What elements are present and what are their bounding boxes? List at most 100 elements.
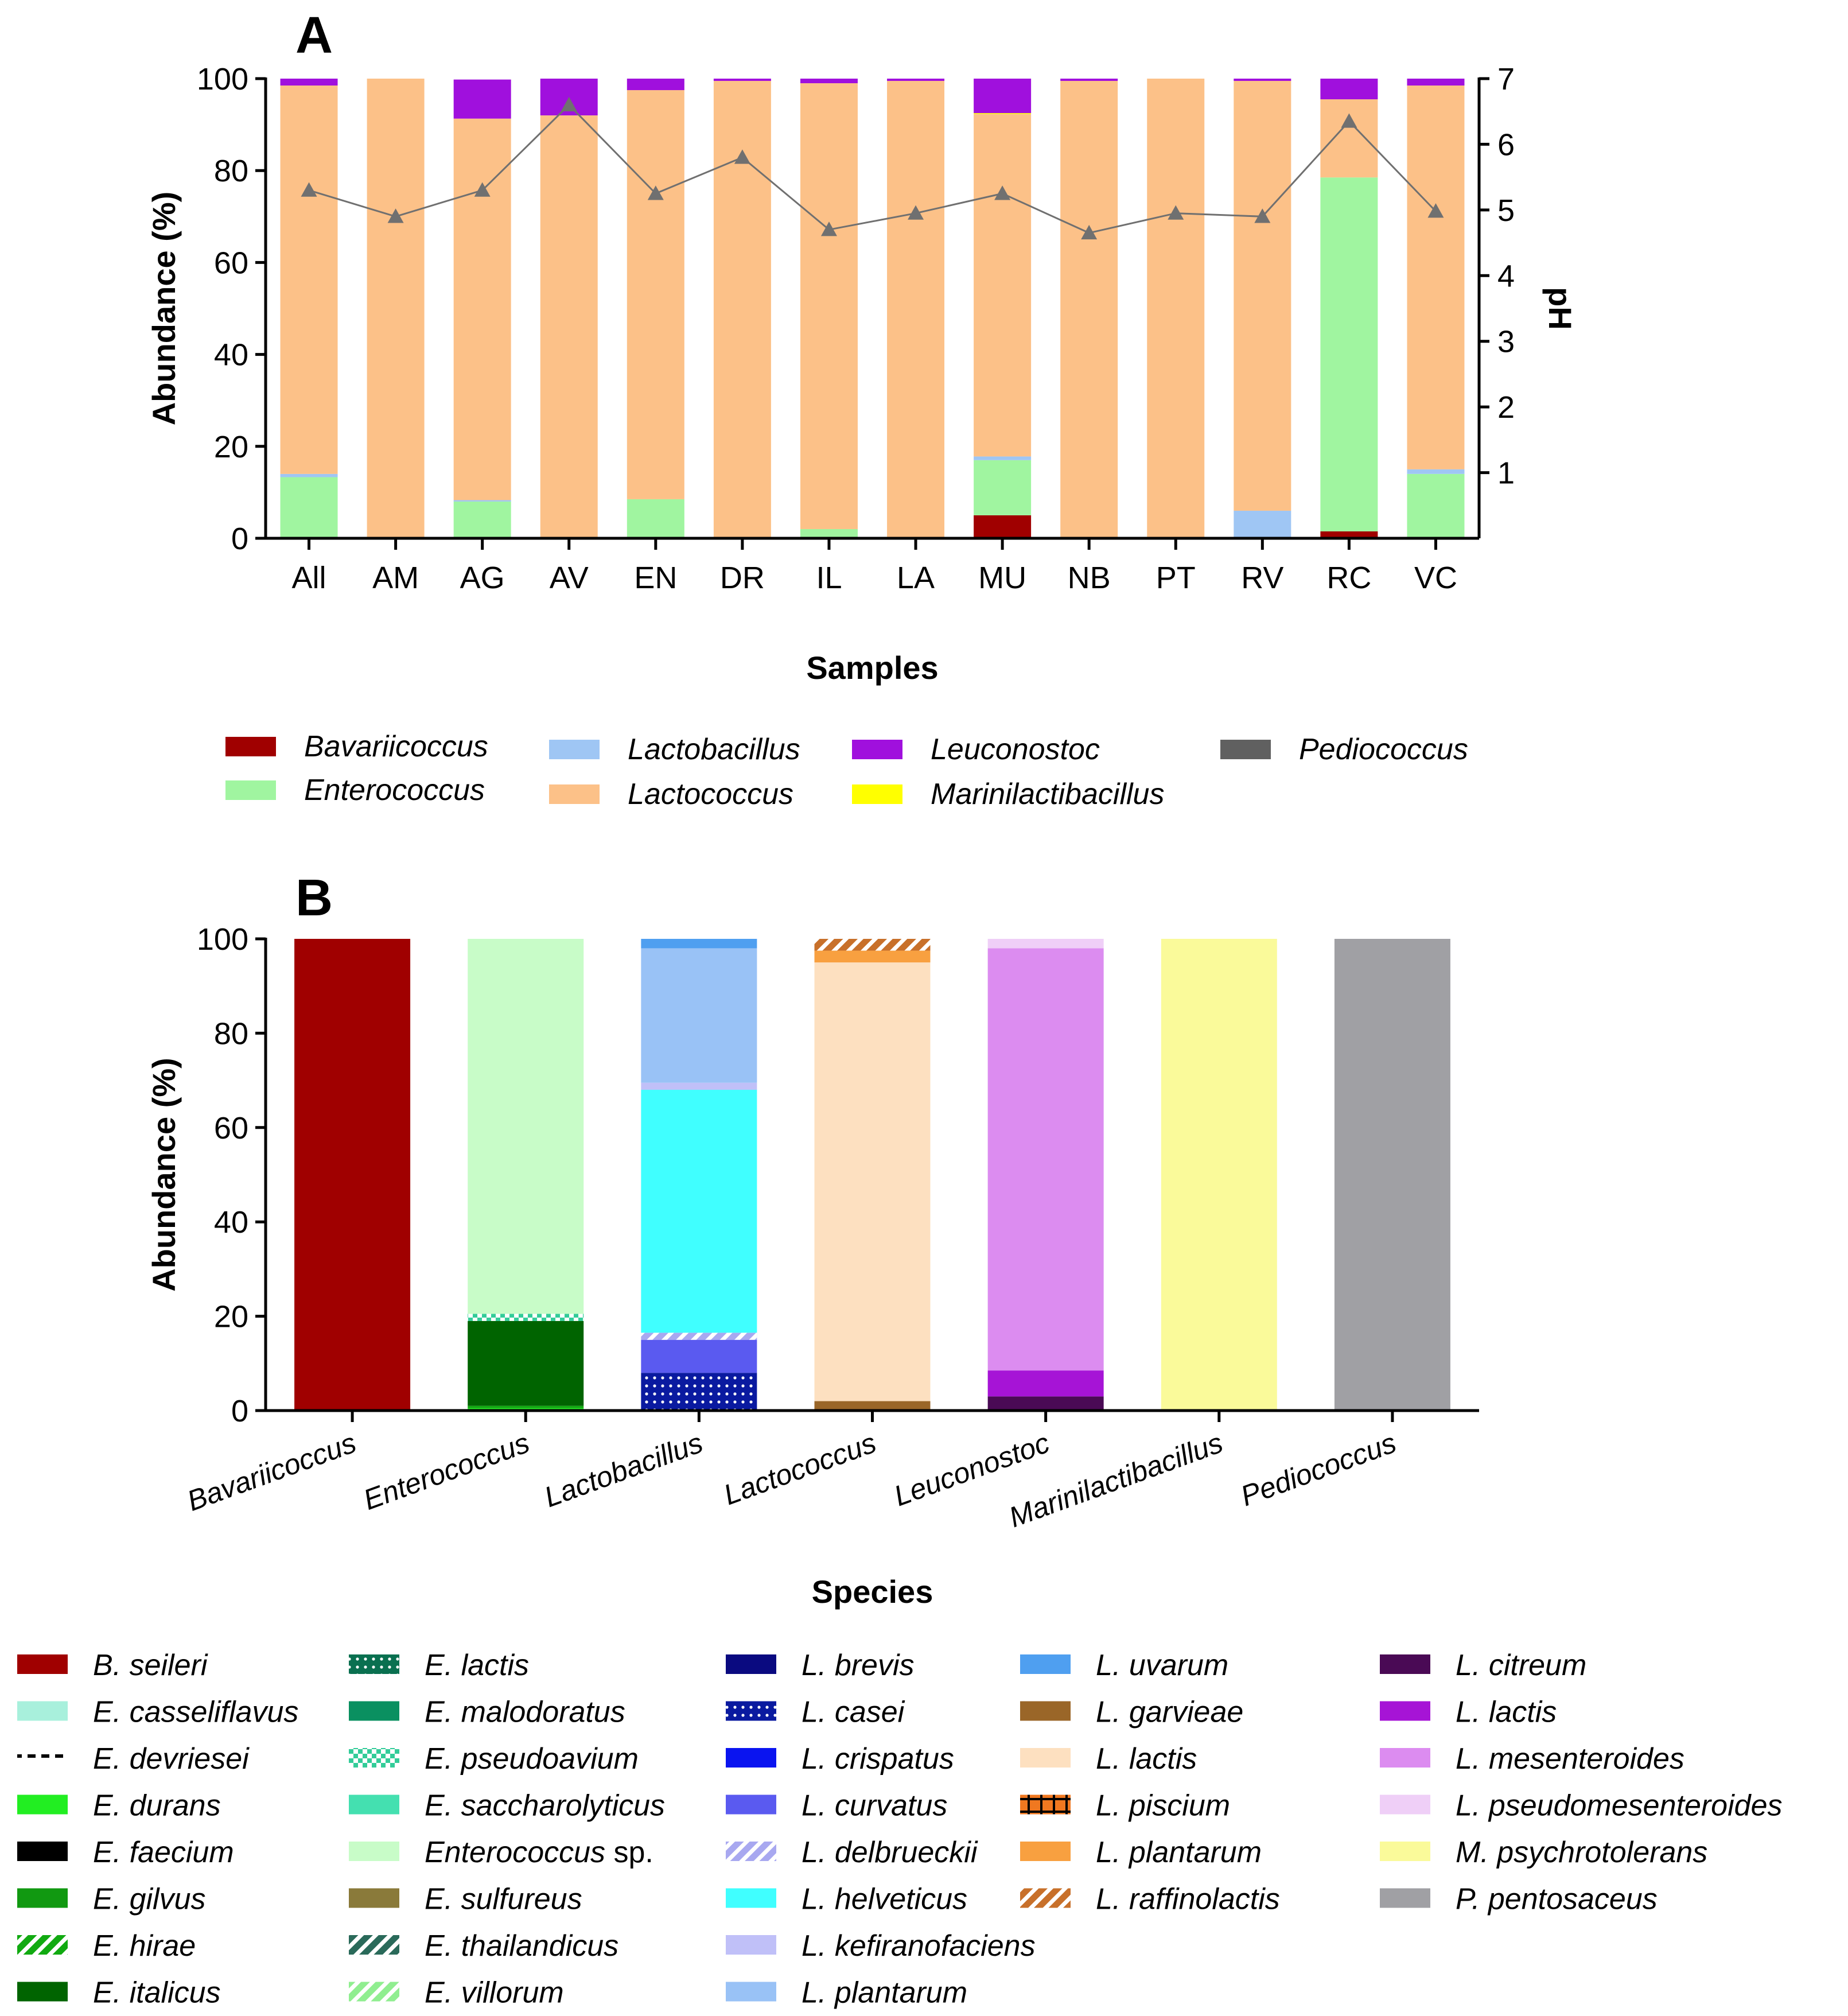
legend-label: L. curvatus <box>802 1789 947 1823</box>
ph-point-pt <box>1168 205 1184 220</box>
legend-swatch-pattern <box>17 1842 68 1861</box>
bar-mu-leuconostoc <box>974 79 1032 114</box>
bar-marinilactibacillus-m-psychrotolerans <box>1161 939 1277 1411</box>
panel-b-x-tick-label-lactococcus: Lactococcus <box>719 1427 880 1512</box>
legend-item-l-citreum: L. citreum <box>1380 1649 1586 1682</box>
panel-b-y-tick-label: 20 <box>214 1300 248 1334</box>
panel-a-ph-line <box>301 96 1444 240</box>
legend-swatch <box>349 1842 399 1861</box>
panel-a-x-tick-label-la: LA <box>897 561 935 595</box>
legend-swatch <box>17 1654 68 1674</box>
bar-am-lactococcus <box>367 79 425 538</box>
legend-item-enterococcus-sp: Enterococcus sp. <box>349 1836 653 1869</box>
legend-label: E. lactis <box>425 1649 529 1682</box>
legend-swatch <box>17 1701 68 1721</box>
bar-ag-lactobacillus <box>453 500 511 502</box>
panel-b-y-tick-label: 60 <box>214 1111 248 1145</box>
legend-label: L. crispatus <box>802 1742 954 1776</box>
bar-lactococcus-l-plantarum <box>814 950 931 963</box>
bar-rc-bavariicoccus <box>1320 531 1378 538</box>
panel-a-x-tick-label-pt: PT <box>1156 561 1196 595</box>
bar-en-leuconostoc <box>627 79 684 91</box>
panel-a-x-tick-label-nb: NB <box>1068 561 1111 595</box>
bar-leuconostoc-l-lactis <box>987 1370 1104 1397</box>
legend-swatch <box>1020 1654 1071 1674</box>
bar-lactobacillus-l-casei-pattern <box>641 1373 757 1411</box>
panel-a-x-tick-label-vc: VC <box>1414 561 1457 595</box>
legend-swatch <box>726 1982 776 2002</box>
panel-b-y-tick-label: 0 <box>231 1394 248 1428</box>
ph-point-il <box>820 222 837 236</box>
legend-swatch <box>549 740 600 759</box>
bar-il-leuconostoc <box>800 79 858 84</box>
legend-label: L. raffinolactis <box>1096 1883 1280 1916</box>
legend-item-e-faecium: E. faecium <box>17 1836 234 1869</box>
bar-nb-leuconostoc <box>1060 79 1118 81</box>
legend-swatch-pattern <box>726 1842 776 1861</box>
ph-point-all <box>301 182 317 197</box>
bar-lactobacillus-l-delbrueckii-pattern <box>641 1333 757 1340</box>
legend-swatch <box>349 1794 399 1815</box>
bar-mu-lactococcus <box>974 114 1032 457</box>
bar-vc-lactobacillus <box>1407 469 1465 474</box>
legend-item-l-mesenteroides: L. mesenteroides <box>1380 1742 1684 1776</box>
legend-swatch <box>549 784 600 804</box>
panel-a-x-tick-label-rv: RV <box>1241 561 1283 595</box>
panel-a-bars <box>280 79 1465 538</box>
bar-rv-leuconostoc <box>1234 79 1291 81</box>
bar-lactococcus-l-garvieae <box>814 1401 931 1411</box>
panel-a-x-tick-label-ag: AG <box>460 561 505 595</box>
bar-la-leuconostoc <box>887 79 945 81</box>
legend-label: Lactococcus <box>628 778 793 811</box>
legend-item-marinilactibacillus: Marinilactibacillus <box>852 778 1164 811</box>
legend-item-enterococcus: Enterococcus <box>225 774 485 807</box>
legend-item-l-plantarum: L. plantarum <box>1020 1836 1262 1869</box>
legend-item-e-italicus: E. italicus <box>17 1976 221 2010</box>
legend-label: E. pseudoavium <box>425 1742 639 1776</box>
panel-a-y2-axis-title: pH <box>1542 287 1578 330</box>
panel-a-y-tick-label: 20 <box>214 430 248 464</box>
legend-item-l-kefiranofaciens: L. kefiranofaciens <box>726 1929 1036 1963</box>
bar-enterococcus-enterococcus-sp <box>468 939 584 1314</box>
panel-b-y-axis-title: Abundance (%) <box>146 1058 182 1292</box>
legend-item-e-gilvus: E. gilvus <box>17 1883 206 1916</box>
panel-b-x-tick-label-enterococcus: Enterococcus <box>359 1427 534 1516</box>
panel-a-y-axis-title: Abundance (%) <box>146 192 182 426</box>
legend-label: E. sulfureus <box>425 1883 582 1916</box>
legend-item-bavariicoccus: Bavariicoccus <box>225 730 488 763</box>
legend-label: E. devriesei <box>93 1742 250 1776</box>
legend-item-l-piscium: L. piscium <box>1020 1789 1230 1823</box>
legend-item-e-malodoratus: E. malodoratus <box>349 1696 625 1729</box>
legend-item-l-lactis: L. lactis <box>1380 1696 1557 1729</box>
legend-item-l-helveticus: L. helveticus <box>726 1883 967 1916</box>
legend-swatch <box>1380 1842 1430 1861</box>
legend-item-pediococcus: Pediococcus <box>1220 733 1468 766</box>
legend-label: M. psychrotolerans <box>1456 1836 1707 1869</box>
panel-a-x-tick-label-am: AM <box>372 561 419 595</box>
panel-a-y-tick-label: 80 <box>214 154 248 188</box>
bar-all-leuconostoc <box>280 79 338 86</box>
legend-label: Enterococcus <box>304 774 485 807</box>
bar-rc-leuconostoc <box>1320 79 1378 100</box>
panel-a-x-tick-label-av: AV <box>550 561 589 595</box>
panel-b-legend: B. seileri E. casseliflavus E. devriesei E.… <box>17 1649 1783 2010</box>
panel-a-y2-tick-label: 6 <box>1497 127 1515 162</box>
legend-swatch <box>1380 1794 1430 1815</box>
ph-point-am <box>387 208 404 223</box>
legend-label: E. hirae <box>93 1929 196 1963</box>
legend-label: E. casseliflavus <box>93 1696 298 1729</box>
legend-label: L. citreum <box>1456 1649 1586 1682</box>
bar-lactococcus-l-raffinolactis-pattern <box>814 939 931 951</box>
legend-swatch <box>726 1748 776 1768</box>
panel-a-y2-tick-label: 4 <box>1497 259 1515 293</box>
ph-point-la <box>908 205 924 220</box>
legend-swatch <box>225 780 276 800</box>
bar-rv-lactobacillus <box>1234 510 1291 538</box>
bar-rc-lactococcus <box>1320 99 1378 178</box>
ph-point-en <box>647 185 664 200</box>
bar-en-lactococcus <box>627 90 684 499</box>
legend-swatch-pattern <box>349 1654 399 1674</box>
bar-bavariicoccus-b-seileri <box>294 939 411 1411</box>
legend-label: P. pentosaceus <box>1456 1883 1658 1916</box>
panel-a-x-axis-title: Samples <box>806 650 938 686</box>
